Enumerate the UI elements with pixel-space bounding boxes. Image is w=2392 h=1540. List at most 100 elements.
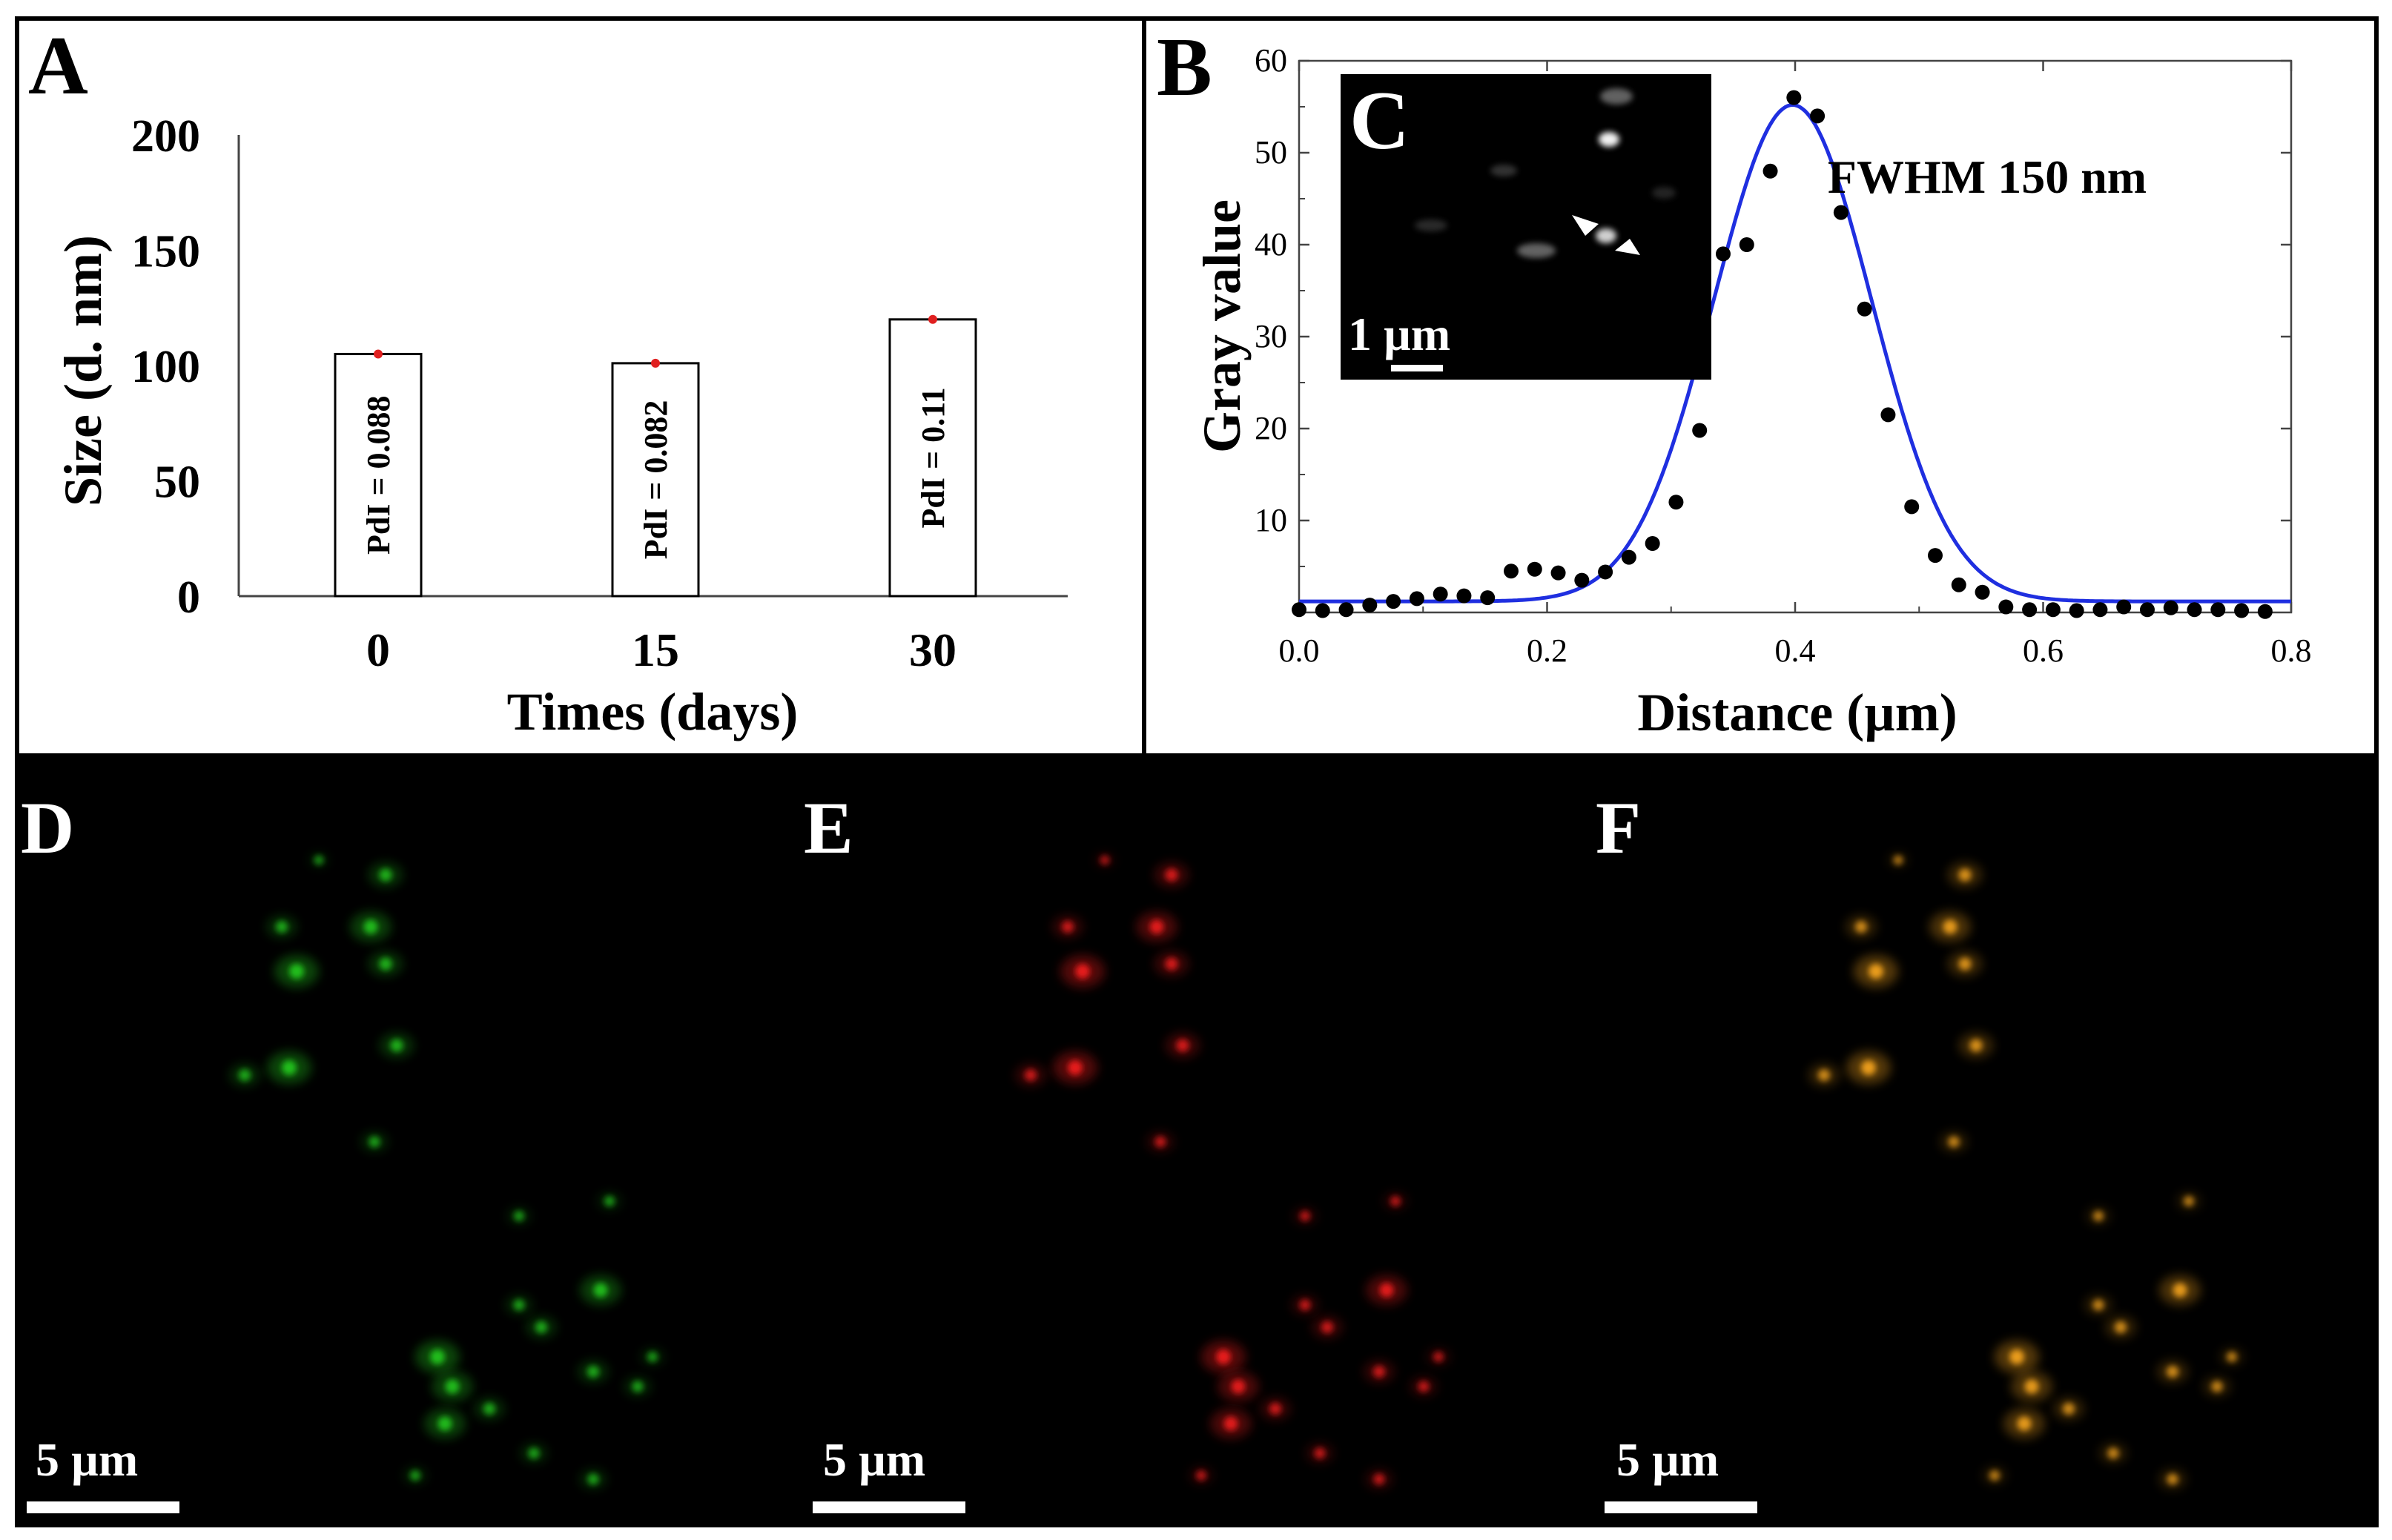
panel-b-line-profile: B 10 20 30 40 50 60 0.0 0.2 0.4 0.6 0.8 FWHM 150 …	[1157, 22, 2312, 742]
fluorescence-spot	[1223, 1416, 1238, 1431]
data-point	[2092, 602, 2108, 618]
fluorescence-spot	[2184, 1196, 2194, 1206]
fluorescence-spot	[1433, 1352, 1444, 1362]
data-point	[1998, 599, 2014, 615]
data-point	[1927, 548, 1943, 564]
data-point	[1338, 602, 1354, 618]
fluorescence-spot	[1075, 964, 1090, 979]
bar-pdi-label: PdI = 0.082	[638, 400, 674, 560]
fluorescence-spot	[1068, 1060, 1083, 1075]
data-point	[1433, 586, 1448, 602]
x-tick-label: 0.8	[2271, 632, 2312, 669]
data-point	[1574, 572, 1590, 588]
data-point	[1857, 301, 1872, 317]
inset-spot	[1652, 187, 1676, 199]
panel-d-labels: D 5 µm	[21, 787, 179, 1513]
fluorescence-spot	[1196, 1470, 1206, 1481]
data-point	[1951, 577, 1966, 592]
scale-bar-label: 5 µm	[823, 1433, 925, 1486]
scale-bar-label: 5 µm	[36, 1433, 138, 1486]
fluorescence-spot	[1969, 1039, 1983, 1052]
bar-error-marker	[928, 314, 937, 324]
y-tick-labels: 10 20 30 40 50 60	[1255, 42, 1287, 538]
data-point	[1598, 564, 1613, 580]
data-point	[2234, 603, 2250, 618]
fluorescence-spot	[1321, 1321, 1333, 1333]
fluorescence-spot	[604, 1196, 615, 1206]
x-tick-labels: 0.0 0.2 0.4 0.6 0.8	[1279, 632, 2312, 669]
fluorescence-spot	[2167, 1473, 2178, 1485]
data-point	[1315, 603, 1330, 618]
panel-label-e: E	[804, 787, 853, 869]
fluorescence-spot	[647, 1352, 658, 1362]
fluorescence-spot	[2024, 1379, 2039, 1394]
fluorescence-spot	[1025, 1069, 1037, 1081]
data-point	[1550, 565, 1566, 581]
data-point	[1880, 407, 1896, 423]
fluorescence-spot	[1373, 1473, 1385, 1485]
x-axis-title: Times (days)	[507, 682, 799, 741]
inset-spot	[1415, 219, 1447, 231]
fluorescence-spot	[1165, 957, 1178, 971]
data-point	[2163, 600, 2178, 615]
y-axis-title: Size (d. nm)	[53, 235, 113, 506]
data-point	[1621, 549, 1636, 565]
inset-fluorescence-spots	[1415, 88, 1676, 258]
data-point	[1786, 90, 1802, 105]
bars: PdI = 0.088 PdI = 0.082 PdI = 0.11	[334, 314, 977, 598]
micrograph-d	[228, 852, 665, 1490]
fluorescence-spot	[445, 1379, 460, 1394]
inset-c-micrograph: 1 µm C	[1341, 74, 1711, 380]
fluorescence-spot	[1231, 1379, 1246, 1394]
fluorescence-spot	[2093, 1211, 2104, 1221]
data-point	[1527, 561, 1542, 577]
fluorescence-spot	[1958, 957, 1972, 971]
fluorescence-spot	[1299, 1299, 1311, 1311]
data-point	[1975, 584, 1990, 600]
fluorescence-spot	[282, 1060, 297, 1075]
x-tick-label: 0.0	[1279, 632, 1320, 669]
fluorescence-spot	[2107, 1447, 2119, 1459]
fluorescence-spot	[430, 1349, 445, 1364]
fluorescence-spot	[632, 1381, 644, 1392]
panel-e-labels: E 5 µm	[804, 787, 965, 1513]
fluorescence-spot	[2063, 1403, 2075, 1415]
fluorescence-spot	[587, 1473, 599, 1485]
micrograph-f	[1808, 852, 2244, 1490]
x-tick-label: 30	[909, 624, 957, 676]
y-tick-label: 50	[154, 457, 200, 508]
data-point	[1692, 423, 1708, 438]
y-tick-label: 200	[131, 111, 200, 162]
data-point	[1645, 536, 1660, 551]
fluorescence-spot	[2211, 1381, 2223, 1392]
microscopy-strip	[15, 753, 2379, 1527]
data-point	[1409, 591, 1424, 607]
fluorescence-spot	[1269, 1403, 1281, 1415]
fluorescence-spot	[1861, 1060, 1876, 1075]
fluorescence-spot	[314, 855, 324, 865]
bar-pdi-label: PdI = 0.088	[360, 395, 397, 555]
fluorescence-spot	[363, 919, 378, 934]
y-tick-label: 30	[1255, 318, 1287, 354]
fluorescence-spot	[514, 1211, 524, 1221]
fluorescence-spot	[1818, 1069, 1830, 1081]
fluorescence-spot	[593, 1283, 608, 1298]
x-tick-label: 0.2	[1527, 632, 1567, 669]
scale-bar	[813, 1501, 965, 1513]
bar-error-marker	[374, 349, 383, 359]
fluorescence-spot	[410, 1470, 420, 1481]
bar-pdi-label: PdI = 0.11	[915, 387, 951, 528]
fluorescence-spot	[1300, 1211, 1310, 1221]
data-point	[1480, 590, 1496, 606]
data-point	[2116, 599, 2132, 615]
y-tick-label: 10	[1255, 502, 1287, 538]
x-tick-label: 0.6	[2023, 632, 2064, 669]
inset-spot	[1490, 165, 1517, 176]
fluorescence-spot	[2009, 1349, 2024, 1364]
fluorescence-spot	[1373, 1366, 1385, 1378]
fluorescence-spot	[1855, 921, 1867, 933]
data-point	[1715, 246, 1731, 262]
fluorescence-spot	[369, 1136, 380, 1148]
